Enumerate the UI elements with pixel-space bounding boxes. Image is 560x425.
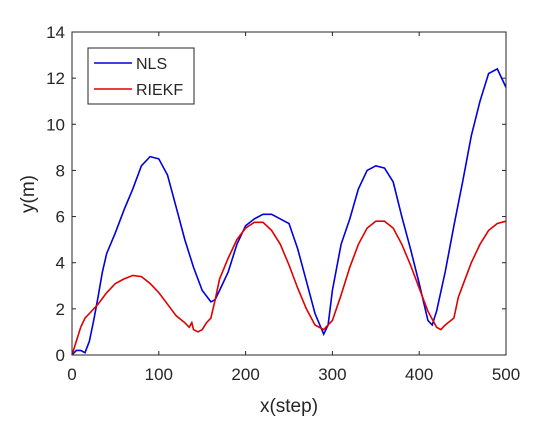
x-tick-label: 300	[318, 365, 346, 384]
y-tick-label: 2	[56, 300, 65, 319]
legend-box	[87, 47, 195, 105]
y-tick-label: 8	[56, 161, 65, 180]
y-tick-label: 14	[46, 23, 65, 42]
x-tick-label: 500	[492, 365, 520, 384]
y-tick-label: 4	[56, 254, 65, 273]
legend-label: NLS	[136, 56, 167, 73]
x-axis-label: x(step)	[260, 396, 318, 417]
y-tick-label: 12	[46, 69, 65, 88]
axes-box	[71, 31, 507, 356]
y-tick-label: 0	[56, 346, 65, 365]
y-tick-label: 10	[46, 115, 65, 134]
x-tick-label: 100	[145, 365, 173, 384]
x-tick-label: 0	[67, 365, 76, 384]
x-tick-label: 200	[231, 365, 259, 384]
y-tick-label: 6	[56, 208, 65, 227]
x-tick-label: 400	[405, 365, 433, 384]
line-series	[71, 220, 507, 356]
line-series	[71, 67, 507, 356]
y-axis-label: y(m)	[18, 175, 39, 213]
legend-label: RIEKF	[136, 82, 183, 99]
